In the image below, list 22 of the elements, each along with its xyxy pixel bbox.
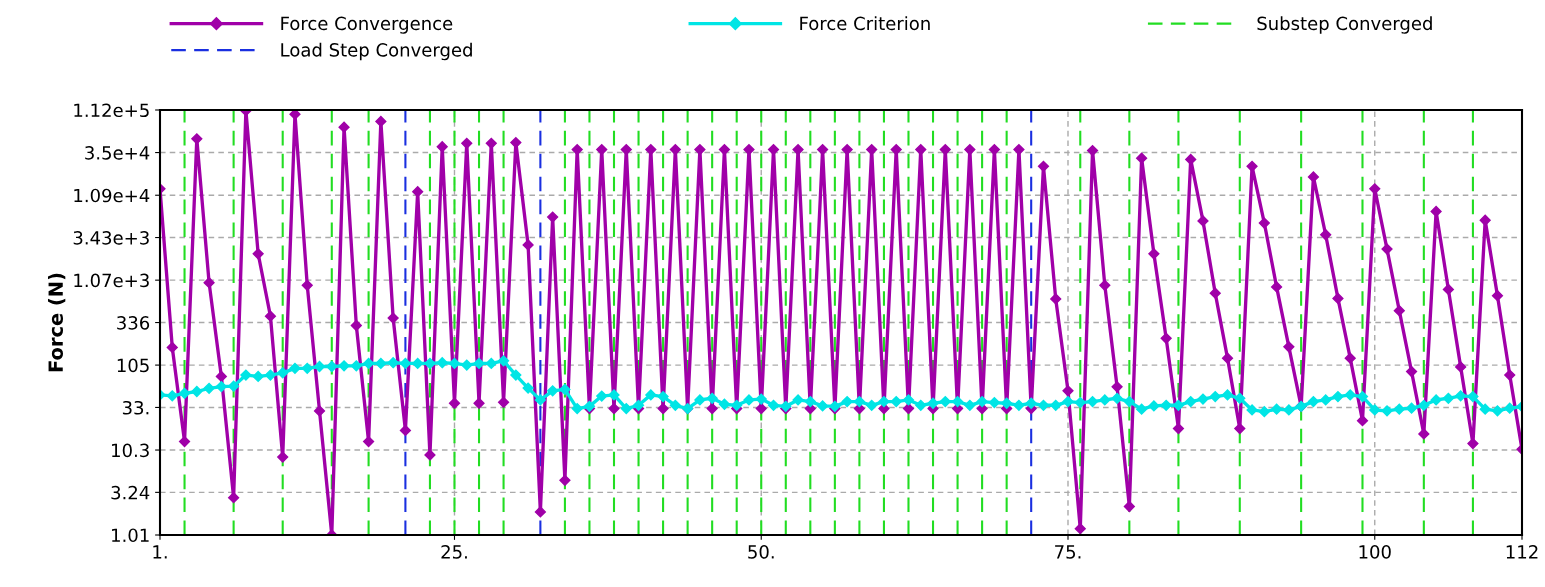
y-tick-label: 1.09e+4 — [74, 188, 150, 203]
x-tick-label: 1. — [153, 545, 167, 559]
x-tick-label: 75. — [1055, 545, 1081, 559]
legend-label: Force Criterion — [800, 16, 930, 31]
x-tick-label: 112 — [1506, 545, 1538, 559]
y-tick-label: 1.12e+5 — [74, 103, 149, 118]
y-tick-label: 1.07e+3 — [74, 273, 149, 288]
y-tick-label: 3.5e+4 — [85, 146, 150, 160]
x-tick-label: 25. — [441, 545, 467, 559]
y-tick-label: 3.43e+3 — [73, 231, 149, 245]
y-tick-label: 105 — [117, 358, 149, 373]
legend-label: Load Step Converged — [281, 42, 472, 61]
legend-label: Substep Converged — [1257, 16, 1432, 34]
legend-label: Force Convergence — [281, 16, 453, 34]
y-axis-title: Force (N) — [48, 273, 66, 372]
x-tick-label: 50. — [748, 545, 774, 559]
y-tick-label: 1.01 — [112, 528, 149, 543]
x-tick-label: 100 — [1359, 545, 1391, 559]
y-tick-label: 3.24 — [111, 485, 150, 500]
y-tick-label: 336 — [117, 316, 150, 330]
y-tick-label: 33. — [122, 400, 149, 415]
y-tick-label: 10.3 — [112, 443, 149, 458]
